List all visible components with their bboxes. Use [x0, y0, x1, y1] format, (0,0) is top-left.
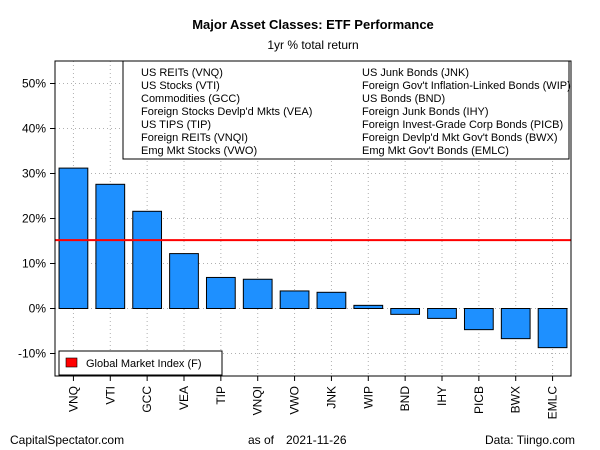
legend-entry: Emg Mkt Stocks (VWO): [141, 145, 257, 157]
bars: [58, 167, 568, 349]
x-tick-label-vea: VEA: [177, 386, 191, 410]
x-tick-label-tip: TIP: [214, 386, 228, 405]
legend-entry: US Junk Bonds (JNK): [362, 67, 469, 79]
x-tick-label-emlc: EMLC: [546, 386, 560, 420]
bar-tip: [205, 276, 236, 310]
y-tick-label: 30%: [22, 167, 46, 181]
reference-legend-swatch: [65, 357, 78, 368]
bar-vti: [95, 183, 126, 309]
x-tick-label-ihy: IHY: [435, 386, 449, 406]
legend-entry: US Stocks (VTI): [141, 80, 220, 92]
x-tick-label-bwx: BWX: [509, 386, 523, 413]
x-tick-label-vwo: VWO: [288, 386, 302, 415]
y-axis: -10% 0% 10% 20% 30% 40% 50%: [18, 77, 55, 361]
bar-bwx: [500, 308, 531, 340]
chart-subtitle: 1yr % total return: [267, 38, 358, 52]
bar-vea: [169, 253, 199, 310]
legend-entry: US TIPS (TIP): [141, 119, 211, 131]
bar-vwo: [279, 290, 310, 310]
bar-jnk: [316, 291, 347, 309]
y-tick-label: 20%: [22, 212, 46, 226]
x-tick-label-jnk: JNK: [324, 386, 338, 409]
legend-entry: Foreign Junk Bonds (IHY): [362, 106, 489, 118]
x-tick-label-vnqi: VNQI: [251, 386, 265, 415]
y-tick-label: 0%: [29, 302, 47, 316]
footer-date-label: as of: [248, 433, 275, 447]
footer-date: 2021-11-26: [286, 433, 347, 447]
reference-legend-label: Global Market Index (F): [86, 358, 202, 370]
bar-gcc: [132, 210, 163, 309]
bar-picb: [463, 308, 494, 331]
footer-source-right: Data: Tiingo.com: [485, 433, 575, 447]
legend-entry: Foreign Gov't Inflation-Linked Bonds (WI…: [362, 80, 571, 92]
chart-title: Major Asset Classes: ETF Performance: [192, 17, 434, 32]
x-tick-label-gcc: GCC: [140, 386, 154, 413]
legend-entry: US Bonds (BND): [362, 93, 445, 105]
legend-entry: Commodities (GCC): [141, 93, 240, 105]
bar-vnqi: [242, 278, 273, 309]
y-tick-label: -10%: [18, 347, 46, 361]
bar-bnd: [390, 308, 421, 315]
legend-entry: US REITs (VNQ): [141, 67, 223, 79]
legend-entry: Foreign REITs (VNQI): [141, 132, 248, 144]
legend-entry: Foreign Stocks Devlp'd Mkts (VEA): [141, 106, 312, 118]
bar-emlc: [537, 308, 568, 349]
bar-ihy: [427, 308, 457, 319]
x-tick-label-vnq: VNQ: [66, 386, 80, 412]
x-axis: VNQ VTI GCC VEA TIP VNQI VWO JNK WIP BND IHY PICB BW…: [66, 376, 560, 420]
reference-legend: Global Market Index (F): [58, 350, 223, 376]
y-tick-label: 10%: [22, 257, 46, 271]
footer-source-left: CapitalSpectator.com: [10, 433, 124, 447]
legend-box: [122, 60, 570, 160]
legend-entry: Emg Mkt Gov't Bonds (EMLC): [362, 145, 509, 157]
x-tick-label-picb: PICB: [472, 386, 486, 414]
x-tick-label-bnd: BND: [398, 386, 412, 412]
y-tick-label: 50%: [22, 77, 46, 91]
y-tick-label: 40%: [22, 122, 46, 136]
legend-entry: Foreign Invest-Grade Corp Bonds (PICB): [362, 119, 563, 131]
x-tick-label-vti: VTI: [103, 386, 117, 405]
reference-legend-box: [58, 350, 223, 376]
legend: US REITs (VNQ)US Stocks (VTI)Commodities…: [122, 60, 571, 160]
x-tick-label-wip: WIP: [361, 386, 375, 409]
legend-entry: Foreign Devlp'd Mkt Gov't Bonds (BWX): [362, 132, 558, 144]
bar-vnq: [58, 167, 89, 309]
bar-wip: [353, 304, 384, 310]
